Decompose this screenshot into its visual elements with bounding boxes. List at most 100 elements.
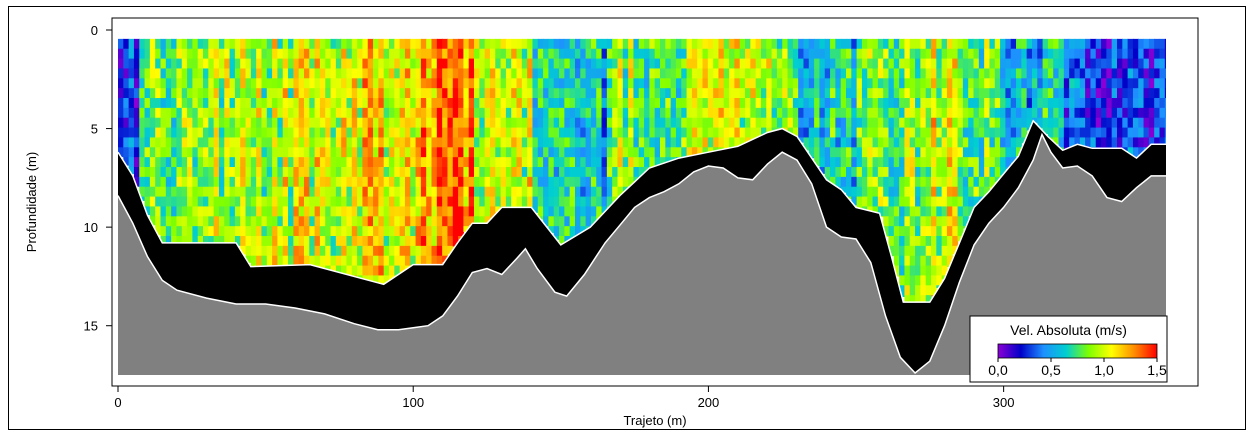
- heatmap-cell: [118, 68, 124, 79]
- heatmap-cell: [1069, 117, 1076, 129]
- heatmap-cell: [1101, 98, 1107, 109]
- heatmap-cell: [915, 58, 921, 70]
- heatmap-cell: [899, 68, 906, 79]
- heatmap-cell: [798, 98, 805, 109]
- heatmap-cell: [590, 216, 597, 225]
- heatmap-cell: [808, 98, 815, 109]
- heatmap-cell: [851, 78, 858, 89]
- heatmap-cell: [479, 167, 486, 178]
- heatmap-cell: [856, 127, 863, 139]
- heatmap-cell: [1095, 137, 1102, 148]
- heatmap-cell: [160, 98, 167, 109]
- heatmap-cell: [984, 167, 991, 178]
- heatmap-cell: [213, 137, 220, 148]
- heatmap-cell: [452, 117, 459, 129]
- heatmap-cell: [516, 88, 523, 99]
- heatmap-cell: [1058, 48, 1065, 60]
- heatmap-cell: [877, 88, 884, 99]
- heatmap-cell: [782, 88, 789, 99]
- heatmap-cell: [872, 167, 879, 178]
- heatmap-cell: [713, 98, 720, 109]
- heatmap-cell: [861, 186, 868, 198]
- heatmap-cell: [787, 48, 794, 60]
- heatmap-cell: [266, 245, 273, 257]
- heatmap-cell: [314, 255, 321, 267]
- heatmap-cell: [798, 58, 805, 70]
- heatmap-cell: [404, 196, 411, 208]
- heatmap-cell: [713, 88, 720, 99]
- heatmap-cell: [245, 68, 252, 79]
- heatmap-cell: [718, 38, 725, 50]
- heatmap-cell: [484, 58, 491, 70]
- heatmap-cell: [176, 68, 183, 79]
- heatmap-cell: [341, 226, 348, 237]
- heatmap-cell: [378, 196, 385, 208]
- heatmap-cell: [792, 38, 799, 50]
- heatmap-cell: [240, 176, 247, 188]
- heatmap-cell: [399, 186, 406, 198]
- heatmap-cell: [697, 98, 704, 109]
- heatmap-cell: [968, 98, 975, 109]
- heatmap-cell: [245, 107, 252, 119]
- heatmap-cell: [394, 38, 401, 50]
- heatmap-cell: [824, 117, 831, 129]
- heatmap-cell: [883, 147, 890, 158]
- heatmap-cell: [155, 206, 162, 217]
- heatmap-cell: [792, 78, 799, 89]
- heatmap-cell: [250, 167, 257, 178]
- heatmap-cell: [973, 107, 980, 119]
- heatmap-cell: [872, 127, 879, 139]
- heatmap-cell: [218, 226, 225, 237]
- heatmap-cell: [978, 68, 985, 79]
- heatmap-cell: [160, 226, 167, 237]
- heatmap-cell: [298, 196, 305, 208]
- heatmap-cell: [994, 68, 1001, 79]
- heatmap-cell: [389, 206, 395, 217]
- heatmap-cell: [495, 157, 502, 168]
- heatmap-cell: [484, 48, 491, 60]
- heatmap-cell: [229, 147, 236, 158]
- heatmap-cell: [861, 48, 868, 60]
- heatmap-cell: [272, 206, 279, 217]
- heatmap-cell: [899, 38, 906, 50]
- heatmap-cell: [351, 245, 358, 257]
- heatmap-cell: [1090, 58, 1097, 70]
- heatmap-cell: [234, 127, 241, 139]
- heatmap-cell: [208, 88, 215, 99]
- heatmap-cell: [500, 68, 507, 79]
- heatmap-cell: [851, 38, 858, 50]
- heatmap-cell: [925, 88, 932, 99]
- heatmap-cell: [234, 176, 241, 188]
- heatmap-cell: [426, 88, 433, 99]
- heatmap-cell: [218, 78, 225, 89]
- heatmap-cell: [574, 48, 581, 60]
- heatmap-cell: [1138, 58, 1145, 70]
- heatmap-cell: [256, 245, 263, 257]
- heatmap-cell: [330, 88, 337, 99]
- heatmap-cell: [675, 137, 682, 148]
- heatmap-cell: [819, 88, 826, 99]
- heatmap-cell: [1079, 48, 1086, 60]
- heatmap-cell: [489, 157, 496, 168]
- heatmap-cell: [660, 68, 666, 79]
- heatmap-cell: [1159, 88, 1166, 99]
- heatmap-cell: [171, 117, 178, 129]
- heatmap-cell: [1074, 88, 1081, 99]
- heatmap-cell: [468, 88, 475, 99]
- heatmap-cell: [606, 176, 613, 188]
- heatmap-cell: [319, 226, 326, 237]
- heatmap-cell: [373, 78, 379, 89]
- heatmap-cell: [649, 157, 656, 168]
- heatmap-cell: [357, 58, 364, 70]
- colorbar-tick-label: 0,5: [1041, 362, 1061, 378]
- heatmap-cell: [941, 48, 948, 60]
- heatmap-cell: [229, 88, 236, 99]
- heatmap-cell: [537, 88, 544, 99]
- heatmap-cell: [649, 38, 656, 50]
- heatmap-cell: [564, 196, 571, 208]
- heatmap-cell: [521, 196, 528, 208]
- heatmap-cell: [590, 196, 597, 208]
- heatmap-cell: [675, 127, 682, 139]
- heatmap-cell: [218, 58, 225, 70]
- heatmap-cell: [1037, 88, 1044, 99]
